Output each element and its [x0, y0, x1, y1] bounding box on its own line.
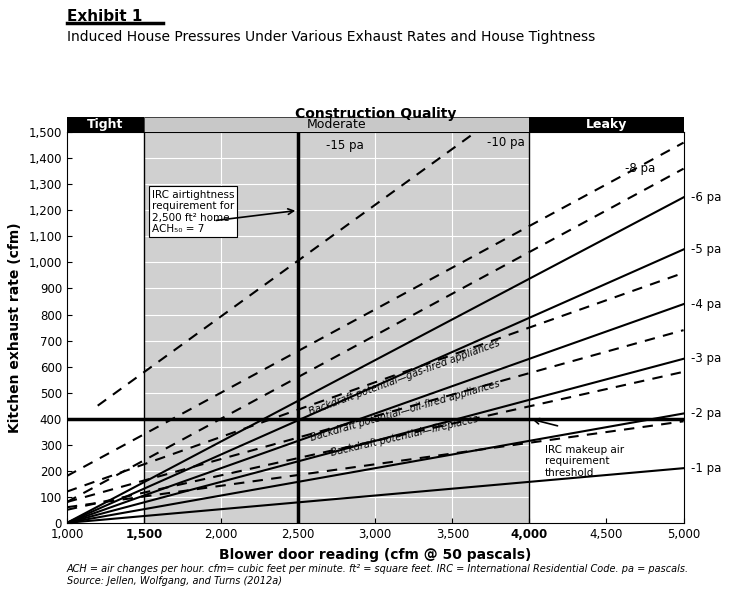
Text: -6 pa: -6 pa [691, 191, 721, 204]
Bar [529, 132, 684, 523]
Text: Construction Quality: Construction Quality [294, 108, 456, 121]
Text: -3 pa: -3 pa [691, 352, 721, 365]
Text: Exhibit 1: Exhibit 1 [67, 9, 142, 24]
Text: Backdraft potential—oil-fired appliances: Backdraft potential—oil-fired appliances [309, 379, 501, 444]
Text: -1 pa: -1 pa [691, 462, 721, 475]
Text: -5 pa: -5 pa [691, 243, 721, 256]
Text: IRC makeup air
requirement
threshold: IRC makeup air requirement threshold [545, 445, 624, 478]
Text: Backdraft potential—gas-fired appliances: Backdraft potential—gas-fired appliances [308, 338, 502, 417]
Text: Moderate: Moderate [307, 118, 366, 132]
Text: Backdraft potential—fireplaces: Backdraft potential—fireplaces [330, 414, 480, 458]
Text: IRC airtightness
requirement for
2,500 ft² home
ACH₅₀ = 7: IRC airtightness requirement for 2,500 f… [152, 189, 234, 234]
Text: -4 pa: -4 pa [691, 297, 721, 311]
X-axis label: Blower door reading (cfm @ 50 pascals): Blower door reading (cfm @ 50 pascals) [219, 548, 531, 562]
Text: -8 pa: -8 pa [626, 162, 655, 175]
Text: ACH = air changes per hour. cfm= cubic feet per minute. ft² = square feet. IRC =: ACH = air changes per hour. cfm= cubic f… [67, 564, 689, 586]
Text: -15 pa: -15 pa [325, 139, 363, 151]
Text: Tight: Tight [87, 118, 123, 132]
Text: Leaky: Leaky [585, 118, 627, 132]
Bar [144, 117, 529, 132]
Text: Induced House Pressures Under Various Exhaust Rates and House Tightness: Induced House Pressures Under Various Ex… [67, 30, 595, 44]
Text: -2 pa: -2 pa [691, 407, 721, 420]
Text: -10 pa: -10 pa [487, 136, 525, 149]
Bar [67, 132, 144, 523]
Bar [67, 117, 144, 132]
Y-axis label: Kitchen exhaust rate (cfm): Kitchen exhaust rate (cfm) [7, 222, 22, 433]
Bar [529, 117, 684, 132]
